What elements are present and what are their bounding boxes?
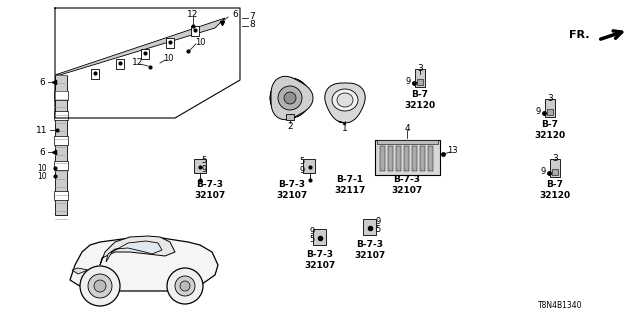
Bar xyxy=(363,219,376,235)
Bar xyxy=(303,159,315,173)
Text: 4: 4 xyxy=(404,124,410,132)
Circle shape xyxy=(80,266,120,306)
Bar xyxy=(420,146,425,171)
Bar xyxy=(286,114,294,120)
Bar xyxy=(91,69,99,79)
Bar xyxy=(417,79,423,85)
Text: B-7-3
32107: B-7-3 32107 xyxy=(305,250,335,270)
Bar xyxy=(404,146,409,171)
Text: 9: 9 xyxy=(309,227,315,236)
Circle shape xyxy=(94,280,106,292)
Bar xyxy=(54,91,68,100)
Bar xyxy=(428,146,433,171)
Text: 12: 12 xyxy=(188,10,198,19)
Text: B-7-3
32107: B-7-3 32107 xyxy=(392,175,422,195)
Text: 9: 9 xyxy=(540,166,546,175)
Bar xyxy=(552,169,558,175)
Circle shape xyxy=(167,268,203,304)
Text: 10: 10 xyxy=(37,172,47,180)
Polygon shape xyxy=(100,236,175,265)
Text: 5: 5 xyxy=(309,236,315,244)
Bar xyxy=(313,229,326,245)
Text: B-7
32120: B-7 32120 xyxy=(540,180,571,200)
Text: 11: 11 xyxy=(36,125,48,134)
Bar xyxy=(191,26,199,36)
Text: 5: 5 xyxy=(300,156,305,165)
Bar xyxy=(54,191,68,200)
Circle shape xyxy=(278,86,302,110)
Circle shape xyxy=(88,274,112,298)
Text: B-7-3
32107: B-7-3 32107 xyxy=(355,240,386,260)
Text: 12: 12 xyxy=(132,58,144,67)
Text: 3: 3 xyxy=(547,93,553,102)
Text: B-7-1
32117: B-7-1 32117 xyxy=(334,175,365,195)
Text: 9: 9 xyxy=(202,164,207,173)
Text: 3: 3 xyxy=(552,154,558,163)
Text: 10: 10 xyxy=(163,53,173,62)
Bar xyxy=(54,111,68,120)
Text: 7: 7 xyxy=(249,12,255,20)
Polygon shape xyxy=(70,237,218,291)
Bar xyxy=(54,136,68,145)
Text: 8: 8 xyxy=(249,20,255,28)
Bar xyxy=(388,146,393,171)
Text: 1: 1 xyxy=(342,124,348,132)
Bar xyxy=(380,146,385,171)
Text: 5: 5 xyxy=(202,156,207,164)
Polygon shape xyxy=(55,18,225,75)
Polygon shape xyxy=(271,76,313,120)
Text: 13: 13 xyxy=(447,146,458,155)
Text: 6: 6 xyxy=(39,148,45,156)
Text: B-7
32120: B-7 32120 xyxy=(404,90,436,110)
Bar xyxy=(141,49,149,59)
Ellipse shape xyxy=(332,89,358,111)
Circle shape xyxy=(284,92,296,104)
Circle shape xyxy=(175,276,195,296)
Bar xyxy=(396,146,401,171)
Text: FR.: FR. xyxy=(570,30,590,40)
Ellipse shape xyxy=(337,93,353,107)
Text: 5: 5 xyxy=(376,226,381,235)
Text: 2: 2 xyxy=(287,122,293,131)
Text: 3: 3 xyxy=(417,63,423,73)
Bar xyxy=(377,140,438,144)
Text: 10: 10 xyxy=(37,164,47,172)
Bar xyxy=(415,69,425,87)
Bar xyxy=(55,75,67,215)
Bar xyxy=(545,99,555,117)
Polygon shape xyxy=(72,268,88,274)
Text: 9: 9 xyxy=(300,165,305,174)
Bar xyxy=(116,59,124,69)
Bar xyxy=(412,146,417,171)
Polygon shape xyxy=(106,241,162,262)
Text: 10: 10 xyxy=(195,37,205,46)
Bar xyxy=(375,140,440,175)
Text: T8N4B1340: T8N4B1340 xyxy=(538,300,582,309)
Bar xyxy=(54,161,68,170)
Text: 9: 9 xyxy=(376,217,381,226)
Bar xyxy=(550,159,560,177)
Text: B-7-3
32107: B-7-3 32107 xyxy=(195,180,226,200)
Bar xyxy=(194,159,206,173)
Text: 6: 6 xyxy=(232,10,238,19)
Text: 9: 9 xyxy=(536,107,541,116)
Bar xyxy=(547,109,553,115)
Text: B-7-3
32107: B-7-3 32107 xyxy=(276,180,308,200)
Circle shape xyxy=(180,281,190,291)
Text: 6: 6 xyxy=(39,77,45,86)
Polygon shape xyxy=(325,83,365,123)
Text: B-7
32120: B-7 32120 xyxy=(534,120,566,140)
Text: 9: 9 xyxy=(405,76,411,85)
Bar xyxy=(166,38,174,48)
